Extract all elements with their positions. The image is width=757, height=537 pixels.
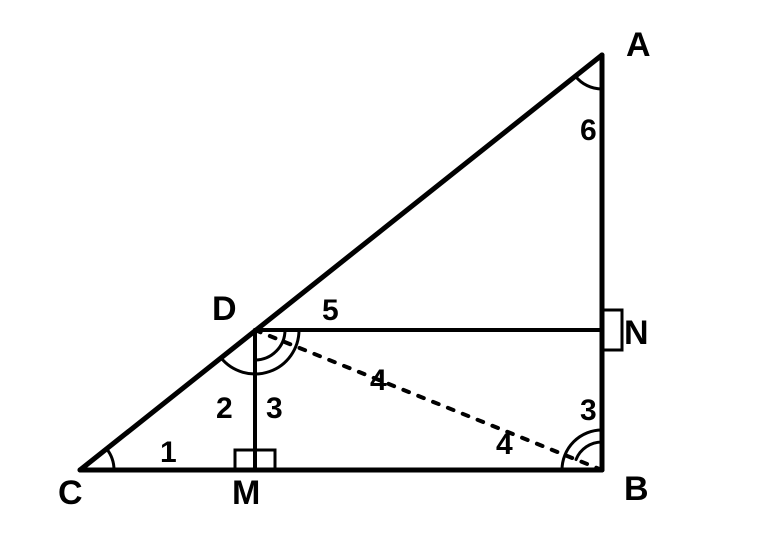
vertex-label-c: C <box>58 474 83 512</box>
vertex-label-d: D <box>212 290 237 328</box>
angle-label-a4d: 4 <box>370 364 387 397</box>
angle-label-a1: 1 <box>160 436 177 469</box>
vertex-label-n: N <box>624 314 649 352</box>
angle-label-a4b: 4 <box>496 428 513 461</box>
vertex-label-a: A <box>626 26 651 64</box>
geometry-diagram: ABCDMN12345634 <box>0 0 757 537</box>
angle-label-a3: 3 <box>266 392 283 425</box>
angle-label-a5: 5 <box>322 294 339 327</box>
angle-label-a3b: 3 <box>580 394 597 427</box>
angle-label-a6: 6 <box>580 114 597 147</box>
angle-label-a2: 2 <box>216 392 233 425</box>
vertex-label-b: B <box>624 470 649 508</box>
vertex-label-m: M <box>232 474 260 512</box>
